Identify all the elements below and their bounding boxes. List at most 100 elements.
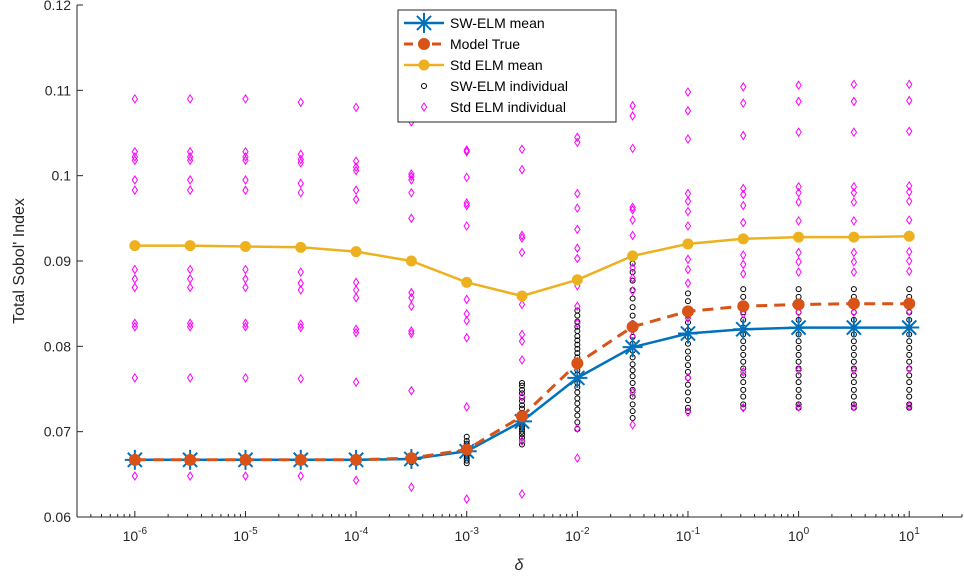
- asterisk-stroke: [624, 339, 641, 355]
- legend-entry: Model True: [404, 36, 520, 52]
- scatter-point: [574, 301, 581, 312]
- scatter-point: [629, 367, 636, 374]
- std-elm-mean-point: [682, 238, 694, 250]
- scatter-point: [684, 134, 692, 144]
- scatter-point: [906, 95, 913, 106]
- scatter-point: [463, 145, 470, 155]
- scatter-point: [408, 292, 415, 303]
- scatter-point: [574, 350, 581, 357]
- scatter-point: [684, 221, 692, 231]
- scatter-point: [740, 189, 747, 200]
- model-true-point: [515, 410, 528, 423]
- scatter-point: [518, 436, 526, 446]
- legend: SW-ELM mean Model True Std ELM mean SW-ELM …: [397, 9, 617, 123]
- legend-label: Std ELM individual: [450, 99, 566, 115]
- y-tick-label: 0.11: [45, 82, 71, 98]
- scatter-point: [297, 154, 304, 165]
- asterisk-stroke: [569, 370, 586, 386]
- scatter-point: [740, 308, 747, 319]
- x-tick-label: 101: [899, 526, 921, 544]
- scatter-point: [518, 144, 526, 155]
- scatter-point: [629, 262, 636, 273]
- scatter-point: [684, 290, 691, 297]
- scatter-point: [186, 274, 194, 284]
- scatter-point: [684, 278, 692, 289]
- scatter-point: [518, 230, 526, 241]
- scatter-point: [574, 307, 581, 314]
- scatter-point: [850, 247, 858, 258]
- axes-layer: 0.06 0.07 0.08 0.09 0.1 0.11 0.12 10-6 10-5 10-4 1…: [44, 0, 963, 544]
- scatter-point: [850, 386, 857, 393]
- scatter-point: [352, 194, 360, 205]
- scatter-point: [352, 475, 360, 486]
- x-tick-label: 10-1: [676, 526, 701, 544]
- scatter-point: [518, 489, 526, 499]
- scatter-point: [297, 471, 304, 481]
- scatter-point: [906, 286, 913, 293]
- scatter-point: [906, 266, 913, 277]
- scatter-point: [242, 185, 249, 196]
- scatter-point: [629, 312, 636, 319]
- model-true-point: [737, 300, 750, 313]
- scatter-point: [518, 441, 525, 448]
- legend-label: Std ELM mean: [450, 57, 543, 73]
- scatter-point: [684, 206, 692, 217]
- scatter-point: [463, 146, 470, 157]
- scatter-point: [131, 282, 139, 293]
- scatter-point: [740, 217, 747, 228]
- x-tick-label: 100: [788, 526, 810, 544]
- scatter-point: [850, 338, 857, 345]
- scatter-point: [795, 379, 802, 386]
- scatter-point: [850, 351, 857, 358]
- scatter-point: [684, 389, 691, 396]
- scatter-point: [740, 372, 747, 379]
- scatter-point: [352, 292, 360, 303]
- scatter-point: [352, 162, 360, 173]
- scatter-point: [906, 126, 913, 137]
- scatter-point: [352, 277, 360, 288]
- scatter-point: [684, 298, 691, 305]
- scatter-point: [629, 408, 636, 415]
- scatter-point: [850, 393, 857, 400]
- scatter-point: [518, 382, 525, 389]
- scatter-point: [574, 224, 581, 235]
- scatter-point: [629, 230, 636, 241]
- model-true-point: [239, 453, 252, 466]
- model-true-point: [350, 453, 363, 466]
- sw-elm-mean-point: [567, 367, 588, 388]
- scatter-point: [131, 151, 139, 162]
- legend-entry: Std ELM mean: [404, 57, 543, 73]
- scatter-point: [297, 319, 304, 330]
- scatter-point: [186, 318, 194, 329]
- scatter-point: [408, 482, 415, 493]
- scatter-point: [574, 406, 581, 413]
- scatter-point: [795, 351, 802, 358]
- scatter-point: [740, 183, 747, 194]
- std-elm-mean-point: [461, 276, 473, 288]
- scatter-point: [352, 285, 360, 295]
- scatter-point: [463, 402, 470, 412]
- scatter-point: [850, 286, 857, 293]
- scatter-point: [740, 367, 747, 377]
- scatter-point: [352, 102, 360, 113]
- scatter-point: [186, 93, 194, 104]
- scatter-point: [242, 151, 249, 162]
- scatter-point: [242, 318, 249, 329]
- scatter-point: [795, 197, 802, 208]
- x-tick-label: 10-5: [233, 526, 258, 544]
- scatter-point: [297, 278, 304, 289]
- scatter-point: [850, 96, 858, 107]
- scatter-point: [131, 146, 139, 157]
- scatter-point: [408, 213, 415, 224]
- scatter-point: [906, 196, 913, 207]
- scatter-point: [186, 264, 194, 275]
- asterisk-stroke: [846, 319, 862, 336]
- legend-marker: [421, 83, 427, 89]
- x-tick-label: 10-4: [344, 526, 369, 544]
- model-true-point: [571, 357, 584, 370]
- scatter-point: [850, 402, 858, 412]
- scatter-point: [740, 130, 747, 141]
- scatter-point: [795, 96, 802, 107]
- y-tick-label: 0.09: [44, 253, 71, 269]
